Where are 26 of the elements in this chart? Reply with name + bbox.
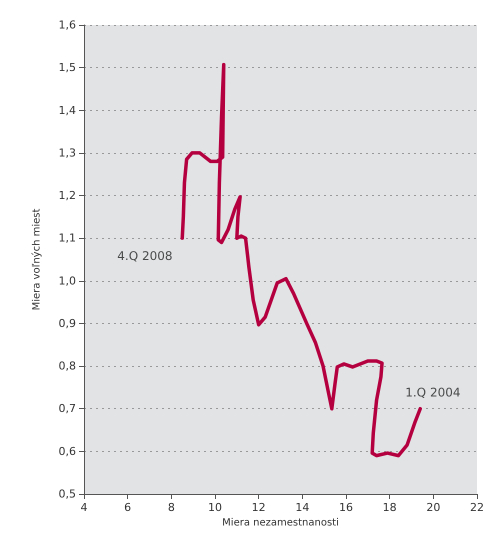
y-tick-label: 0,9 bbox=[58, 316, 76, 330]
x-tick-label: 18 bbox=[382, 501, 397, 514]
y-tick-label: 0,8 bbox=[58, 360, 76, 373]
x-tick-label: 10 bbox=[208, 501, 222, 514]
x-tick-label: 14 bbox=[295, 501, 310, 514]
x-tick-label: 22 bbox=[470, 501, 484, 514]
y-tick-label: 1,1 bbox=[58, 232, 76, 245]
x-tick-label: 8 bbox=[168, 501, 175, 514]
y-tick-label: 0,5 bbox=[58, 488, 76, 500]
x-tick-label: 4 bbox=[80, 501, 88, 514]
x-axis-title: Miera nezamestnanosti bbox=[222, 518, 339, 528]
x-tick-label: 12 bbox=[252, 501, 266, 514]
y-tick-label: 0,6 bbox=[58, 444, 76, 458]
y-tick-label: 0,7 bbox=[58, 402, 76, 416]
y-tick-label: 1,6 bbox=[58, 18, 76, 32]
annotation: 4.Q 2008 bbox=[117, 249, 172, 264]
y-tick-label: 1,4 bbox=[58, 104, 76, 117]
annotation: 1.Q 2004 bbox=[405, 386, 460, 400]
x-tick-label: 6 bbox=[124, 501, 132, 514]
x-tick-label: 16 bbox=[339, 501, 353, 514]
y-tick-label: 1,5 bbox=[58, 61, 76, 74]
x-tick-label: 20 bbox=[426, 501, 440, 514]
y-tick-label: 1,3 bbox=[58, 146, 76, 160]
y-axis-title: Miera voľných miest bbox=[32, 208, 42, 310]
y-tick-label: 1,0 bbox=[58, 274, 76, 288]
y-tick-label: 1,2 bbox=[58, 189, 76, 202]
